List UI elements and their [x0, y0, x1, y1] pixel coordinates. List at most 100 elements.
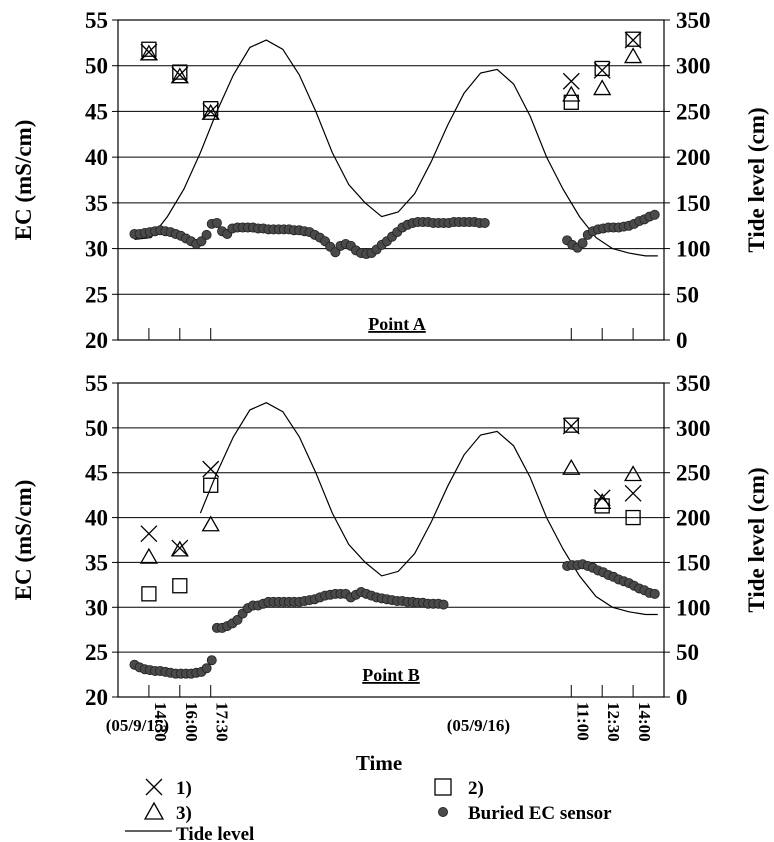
buried-ec-point: [479, 217, 490, 228]
series-2-point: [563, 417, 579, 433]
y-tick-label: 40: [85, 145, 108, 170]
series-2-point: [594, 60, 610, 77]
y2-tick-label: 350: [676, 8, 711, 33]
series-3-point: [170, 540, 189, 557]
y-tick-label: 35: [85, 550, 108, 575]
panel-b: 20 25 30 35 40 45 50 55 0 50 100 150 200 250 300 350 EC …: [11, 371, 769, 710]
y-tick-label: 45: [85, 99, 108, 124]
y-tick-label: 25: [85, 282, 108, 307]
buried-ec-point: [438, 599, 449, 610]
y-tick-label: 25: [85, 640, 108, 665]
series-2-point: [141, 41, 157, 57]
series-2-point: [625, 31, 641, 47]
y-tick-label: 50: [85, 54, 108, 79]
buried-ec-point: [206, 655, 217, 666]
y2-tick-label: 300: [676, 54, 711, 79]
series-2-point: [172, 578, 188, 594]
series-3-point: [170, 67, 189, 84]
series-3-point: [139, 44, 159, 61]
y2-tick-label: 150: [676, 550, 711, 575]
y-axis-label: EC (mS/cm): [11, 480, 36, 601]
legend-label: 1): [176, 778, 192, 799]
y2-axis-label: Tide level (cm): [744, 107, 769, 252]
y-tick-label: 50: [85, 416, 108, 441]
series-3-point: [593, 79, 612, 96]
series-3-point: [593, 493, 612, 509]
series-1-point: [202, 460, 220, 478]
series-3-point: [139, 547, 159, 564]
x-tick-label: 11:00: [573, 702, 592, 741]
plot-frame: [117, 19, 665, 341]
legend-label: 2): [468, 778, 484, 799]
y2-tick-label: 250: [676, 461, 711, 486]
y2-tick-label: 0: [676, 685, 688, 710]
legend-circle-marker: [437, 807, 448, 818]
buried-ec-point: [201, 663, 212, 674]
panel-title: Point A: [368, 314, 426, 334]
y2-tick-label: 0: [676, 328, 688, 353]
tide-level-line: [134, 39, 658, 257]
series-2-point: [625, 509, 641, 526]
y2-tick-label: 50: [676, 640, 699, 665]
buried-ec-point: [201, 229, 212, 240]
legend-label: Buried EC sensor: [468, 803, 612, 824]
series-1-point: [140, 525, 158, 543]
y2-axis-label: Tide level (cm): [744, 467, 769, 612]
series-3-point: [623, 47, 643, 64]
series-1-point: [202, 102, 220, 120]
x-tick-label: 12:30: [604, 702, 623, 742]
tide-level-line: [199, 402, 658, 616]
series-1-point: [624, 484, 642, 502]
legend: 1) 2) 3) Buried EC sensor Tide level: [125, 778, 612, 842]
x-tick-label: 16:00: [182, 702, 201, 742]
y-tick-label: 20: [85, 685, 108, 710]
series-2-point: [563, 94, 579, 110]
date-label-2: (05/9/16): [447, 716, 510, 735]
panel-title: Point B: [362, 665, 420, 685]
legend-square-marker: [434, 778, 452, 796]
legend-label: Tide level: [176, 824, 254, 842]
series-3-point: [562, 458, 581, 475]
y-tick-label: 55: [85, 8, 108, 33]
y2-tick-label: 350: [676, 371, 711, 396]
series-1-point: [562, 72, 580, 90]
y-tick-label: 30: [85, 237, 108, 262]
plot-frame: [117, 382, 665, 698]
buried-ec-point: [211, 217, 222, 228]
series-2-point: [203, 101, 219, 117]
series-1-point: [624, 31, 642, 49]
legend-x-marker: [145, 778, 163, 796]
panel-a: 20 25 30 35 40 45 50 55 0 50 100 150 200 250 300 350 EC …: [11, 8, 769, 353]
x-tick-label: 14:00: [635, 702, 654, 742]
x-tick-label: 17:30: [213, 702, 232, 742]
series-1-point: [171, 539, 189, 557]
y2-tick-label: 50: [676, 282, 699, 307]
legend-triangle-marker: [143, 801, 165, 820]
y-tick-label: 40: [85, 506, 108, 531]
y2-tick-label: 100: [676, 237, 711, 262]
y2-tick-label: 150: [676, 191, 711, 216]
date-label-1: (05/9/15): [106, 716, 169, 735]
y2-tick-label: 300: [676, 416, 711, 441]
buried-ec-point: [649, 588, 660, 599]
series-3-point: [562, 85, 581, 102]
legend-label: 3): [176, 803, 192, 824]
series-1-point: [562, 417, 580, 435]
y-tick-label: 35: [85, 191, 108, 216]
y-tick-label: 30: [85, 595, 108, 620]
series-2-point: [172, 64, 188, 80]
buried-ec-point: [577, 238, 588, 249]
series-2-point: [594, 498, 610, 514]
y-tick-label: 20: [85, 328, 108, 353]
y2-tick-label: 200: [676, 145, 711, 170]
series-3-point: [623, 465, 643, 482]
series-3-point: [201, 515, 220, 532]
series-1-point: [171, 66, 189, 84]
y2-tick-label: 100: [676, 595, 711, 620]
x-tick-label: 14:30: [151, 702, 170, 742]
series-1-point: [140, 43, 158, 61]
y2-tick-label: 200: [676, 506, 711, 531]
y-axis-label: EC (mS/cm): [11, 120, 36, 241]
y-tick-label: 55: [85, 371, 108, 396]
